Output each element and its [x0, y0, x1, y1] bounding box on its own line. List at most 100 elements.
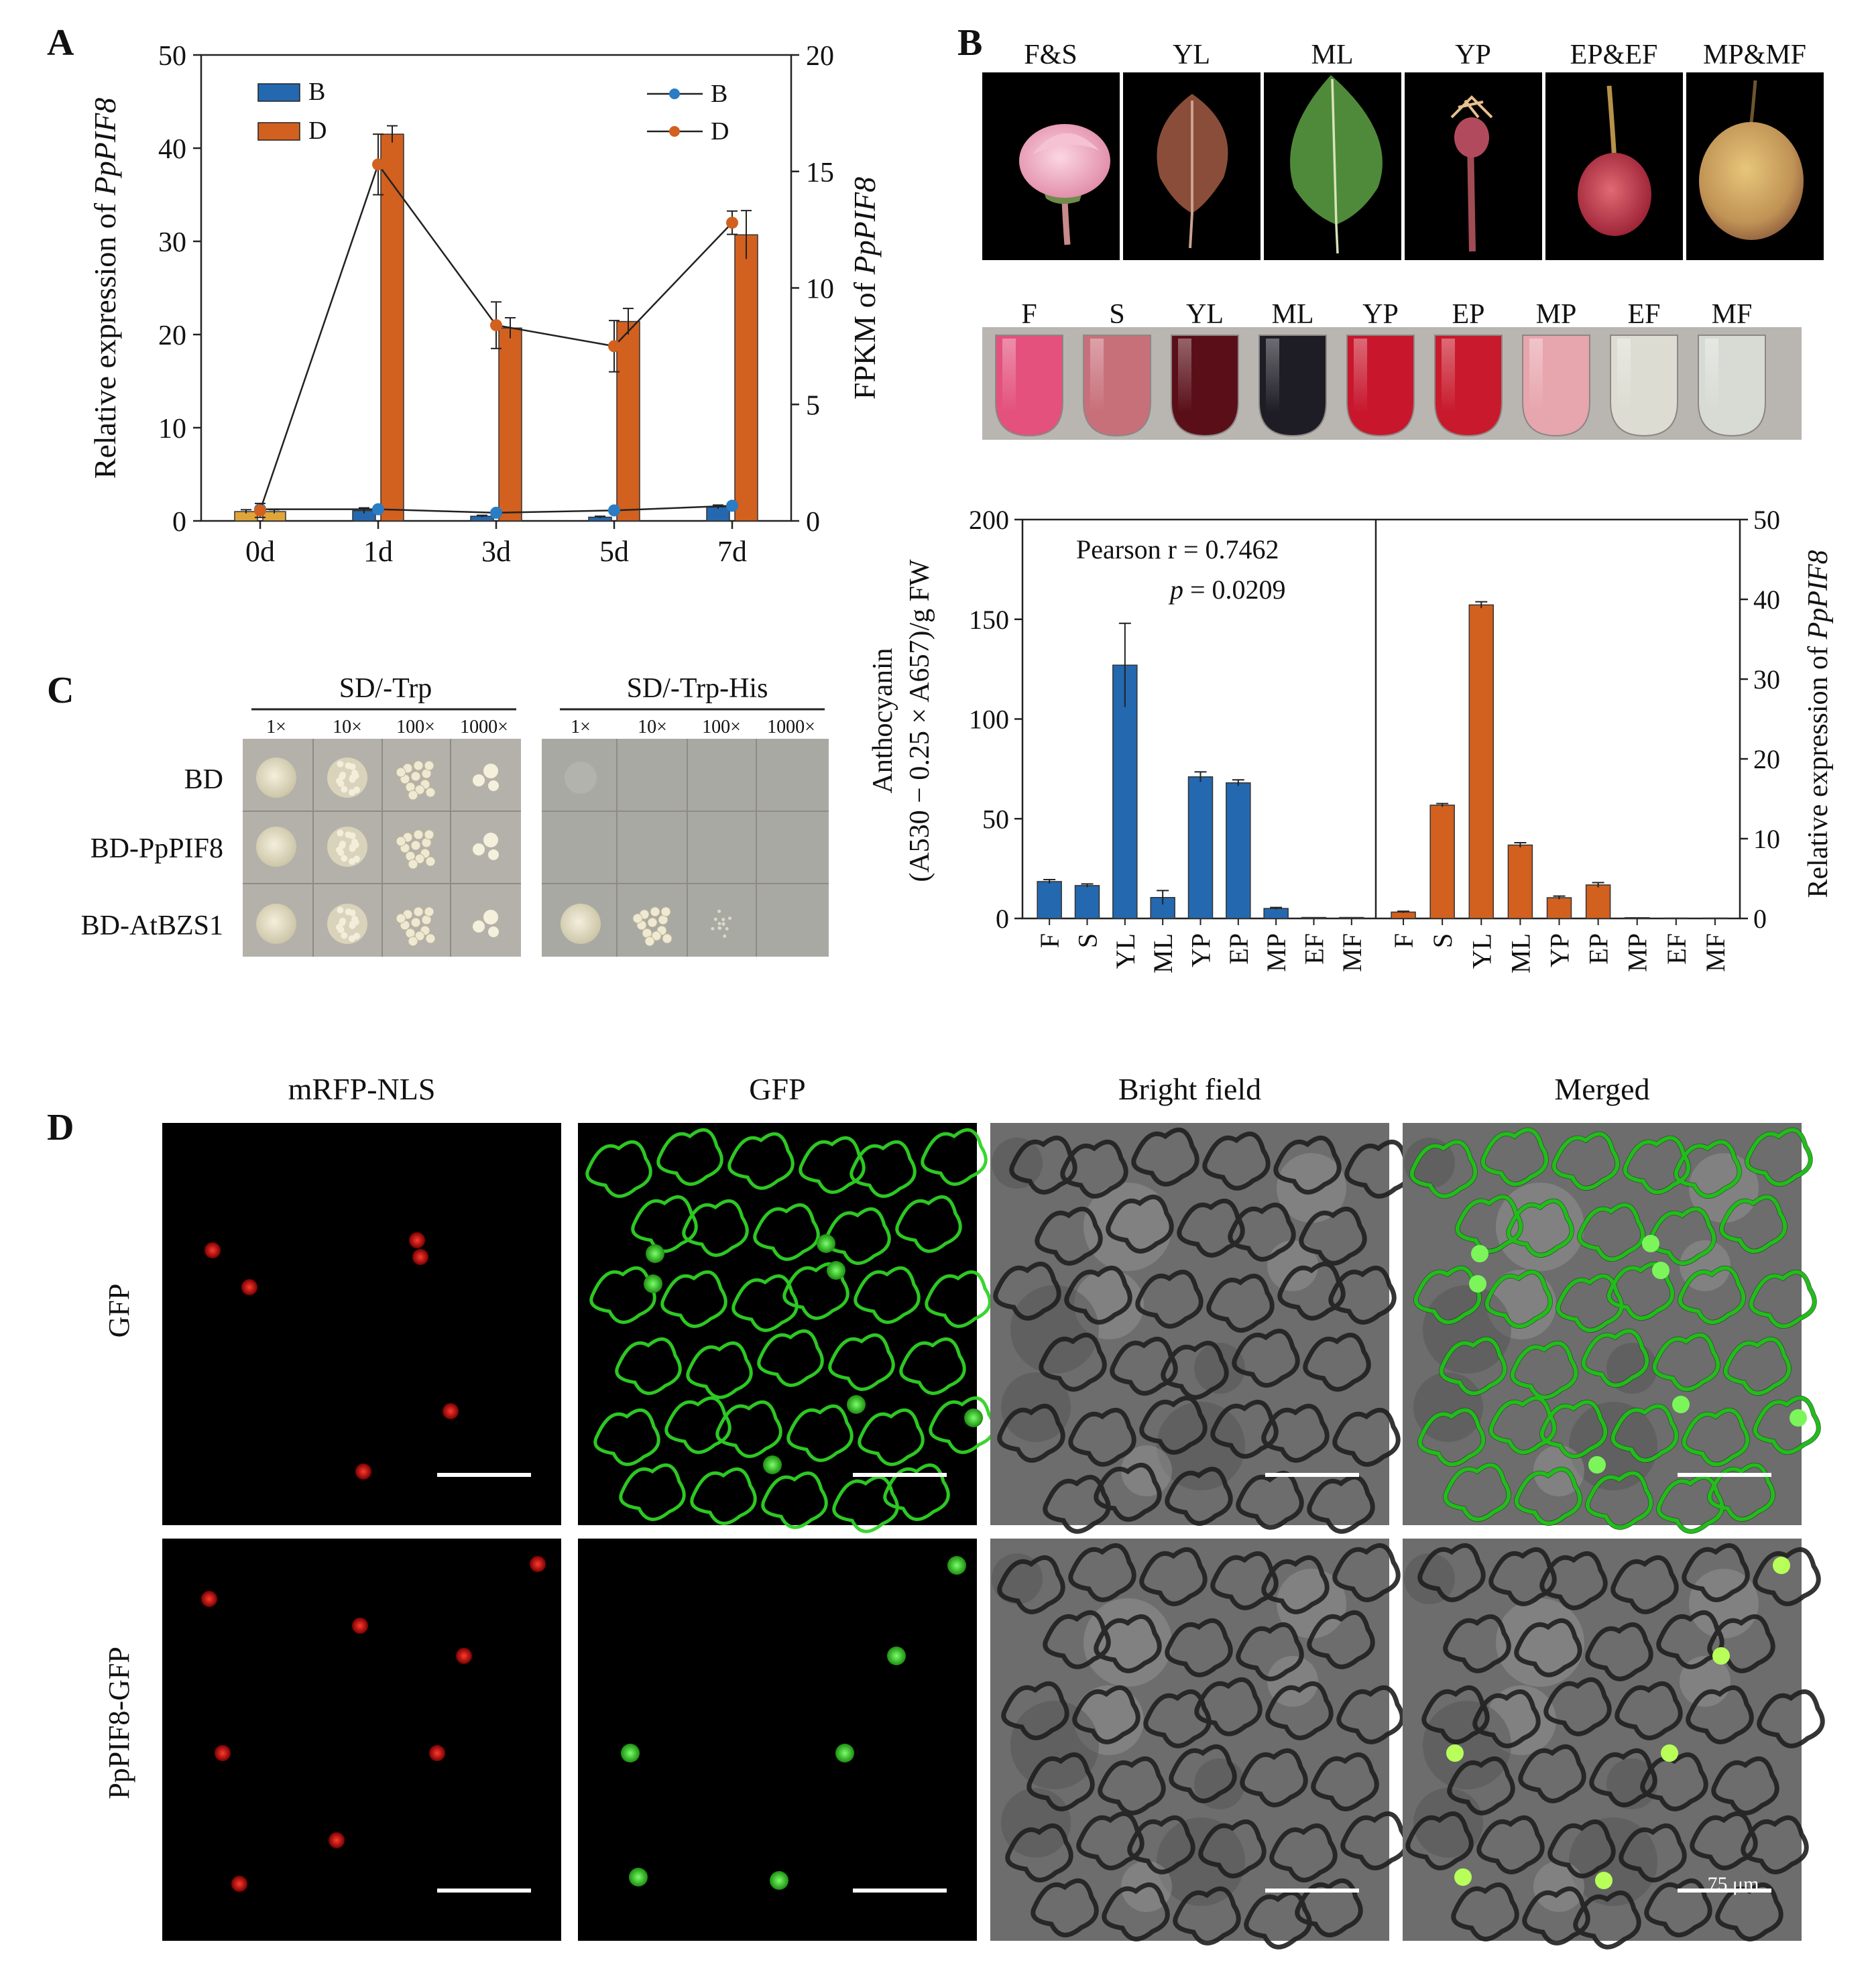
- b-bar-expression-EP: [1585, 884, 1611, 919]
- b-right-tick-label: 30: [1753, 664, 1780, 695]
- micro-mrfp-nls-pppif8-gfp: [162, 1539, 561, 1941]
- tube-label: YL: [1186, 299, 1224, 330]
- point-b-5d: [608, 504, 620, 517]
- panel-a-right-ticks: 0 5 10 15 20: [791, 41, 834, 538]
- photo-label: F&S: [1024, 40, 1077, 70]
- scale-bar: [1678, 1889, 1771, 1893]
- b-bar-expression-ML: [1507, 844, 1533, 919]
- panel-letter-d: D: [47, 1107, 74, 1148]
- legend-label-line-d: D: [711, 117, 729, 145]
- left-tick-label: 20: [158, 320, 186, 351]
- b-x-tick-label: F: [1035, 933, 1065, 948]
- b-x-tick-label: S: [1427, 933, 1458, 948]
- column-label: mRFP-NLS: [288, 1072, 436, 1106]
- b-bar-expression-YP: [1546, 897, 1572, 919]
- panel-b-tubes: F S YL ML YP EP MP EF MF: [982, 299, 1802, 440]
- right-tick-label: 5: [806, 390, 820, 421]
- right-tick-label: 10: [806, 274, 834, 305]
- nucleus-green: [847, 1395, 866, 1414]
- b-right-tick-label: 40: [1753, 585, 1780, 615]
- tube-label: EF: [1627, 299, 1660, 330]
- dilution-label: 1000×: [460, 717, 508, 737]
- bar-d-7d: [734, 234, 758, 522]
- b-left-tick-label: 200: [969, 505, 1009, 535]
- nucleus-merged: [1454, 1868, 1472, 1886]
- point-d-1d: [372, 158, 384, 171]
- tube-label: EP: [1452, 299, 1484, 330]
- yeast-colony: [561, 904, 601, 944]
- tube-label: MP: [1536, 299, 1577, 330]
- b-right-tick-label: 20: [1753, 744, 1780, 774]
- dilution-label: 1000×: [767, 717, 815, 737]
- micro-mrfp-nls-gfp: [162, 1123, 561, 1525]
- row-label: BD: [184, 764, 223, 795]
- bar-d-1d: [380, 133, 404, 522]
- x-tick-label: 1d: [363, 535, 393, 568]
- b-x-tick-label: ML: [1148, 933, 1178, 973]
- nucleus-red: [215, 1745, 231, 1761]
- nucleus-red: [429, 1745, 445, 1761]
- panel-a-left-ticks: 0 10 20 30 40 50: [158, 41, 201, 538]
- panel-a-right-axis-label: FPKM of PpPIF8: [847, 177, 882, 400]
- tube-label: ML: [1272, 299, 1314, 330]
- yeast-colony: [256, 904, 296, 944]
- scale-bar: [437, 1889, 531, 1893]
- yeast-colony: [256, 758, 296, 798]
- nucleus-merged: [1672, 1396, 1690, 1413]
- nucleus-red: [241, 1279, 257, 1295]
- nucleus-red: [231, 1876, 247, 1892]
- nucleus-merged: [1712, 1647, 1730, 1665]
- x-tick-label: 7d: [717, 535, 747, 568]
- b-bar-anthocyanin-EP: [1226, 782, 1251, 919]
- micro-bright-field-gfp: [990, 1123, 1389, 1525]
- dilution-label: 10×: [638, 717, 667, 737]
- left-tick-label: 0: [172, 507, 186, 538]
- nucleus-merged: [1588, 1456, 1606, 1474]
- b-bar-anthocyanin-MP: [1263, 908, 1289, 919]
- point-d-3d: [490, 319, 502, 332]
- legend-label-bar-d: D: [308, 117, 327, 145]
- legend-marker-line-d: [669, 126, 680, 137]
- photo-label: MP&MF: [1703, 40, 1806, 70]
- panel-a-left-axis-label: Relative expression of PpPIF8: [88, 98, 122, 479]
- legend-swatch-bar-d: [257, 122, 300, 141]
- scale-bar: [1265, 1889, 1359, 1893]
- photo-label: EP&EF: [1570, 40, 1658, 70]
- point-b-3d: [490, 506, 502, 519]
- nucleus-merged: [1471, 1245, 1488, 1262]
- nucleus-red: [355, 1463, 371, 1480]
- panel-b-left-axis-label-line2: (A530 − 0.25 × A657)/g FW: [904, 559, 935, 882]
- group-label-sd-trp-his: SD/-Trp-His: [627, 673, 768, 704]
- panel-letter-b: B: [957, 22, 982, 64]
- right-tick-label: 0: [806, 507, 820, 538]
- nucleus-green: [621, 1744, 640, 1762]
- nucleus-red: [443, 1403, 459, 1419]
- yeast-colony: [256, 827, 296, 867]
- dilution-label: 100×: [396, 717, 435, 737]
- panel-a-line-legend: B D: [647, 80, 729, 145]
- x-tick-label: 5d: [599, 535, 629, 568]
- b-x-tick-label: YL: [1466, 933, 1497, 969]
- b-bar-anthocyanin-F: [1037, 881, 1062, 919]
- panel-c-yeast-assay: SD/-Trp SD/-Trp-His 1× 1× 10× 10× 100× 100× 10…: [81, 673, 829, 957]
- tube-label: F: [1021, 299, 1037, 330]
- panel-b-photos: F&S YL ML YP EP&EF MP&MF: [982, 40, 1824, 260]
- b-bar-expression-YL: [1468, 604, 1494, 919]
- row-label: BD-PpPIF8: [91, 833, 223, 864]
- left-tick-label: 10: [158, 414, 186, 444]
- photo-label: YL: [1173, 40, 1210, 70]
- yeast-colony-faint: [565, 762, 597, 794]
- nucleus-green: [887, 1647, 906, 1665]
- b-bar-anthocyanin-YP: [1187, 776, 1214, 919]
- b-x-tick-label: MF: [1337, 933, 1367, 972]
- legend-marker-line-b: [669, 88, 680, 99]
- b-x-tick-label: YP: [1545, 933, 1575, 967]
- nucleus-merged: [1652, 1262, 1669, 1279]
- b-x-tick-label: EP: [1584, 933, 1614, 965]
- p-value-text: p = 0.0209: [1168, 575, 1286, 605]
- scale-bar: [853, 1889, 947, 1893]
- nucleus-red: [530, 1556, 546, 1572]
- left-tick-label: 30: [158, 227, 186, 258]
- nucleus-red: [412, 1249, 428, 1265]
